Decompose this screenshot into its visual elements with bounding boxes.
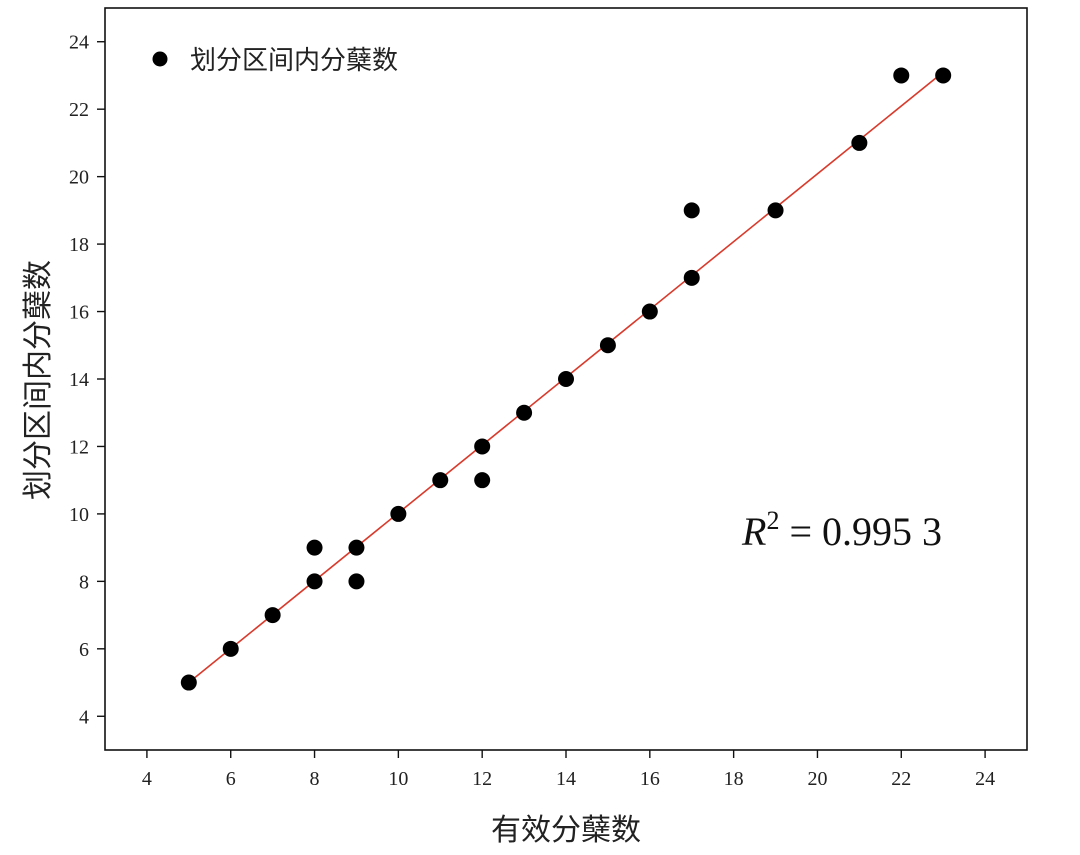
legend-marker — [152, 51, 168, 67]
legend-label: 划分区间内分蘖数 — [190, 46, 398, 76]
data-point — [180, 674, 197, 691]
data-point — [641, 303, 658, 320]
legend: 划分区间内分蘖数 — [152, 46, 398, 76]
x-tick-label: 16 — [640, 768, 660, 790]
x-tick-label: 12 — [472, 768, 492, 790]
data-point — [558, 371, 574, 387]
y-axis-ticks: 4 6 8 10 12 14 16 18 20 22 24 — [69, 32, 105, 728]
data-point — [264, 607, 281, 624]
data-point — [306, 573, 323, 590]
x-tick-label: 22 — [891, 768, 911, 790]
x-tick-label: 20 — [807, 768, 827, 790]
r-exponent: 2 — [766, 506, 779, 535]
data-point — [851, 134, 868, 151]
r-symbol: R — [741, 509, 766, 554]
data-point — [474, 472, 491, 489]
x-tick-label: 8 — [310, 768, 320, 790]
x-tick-label: 24 — [975, 768, 995, 790]
y-tick-label: 16 — [69, 302, 89, 324]
data-point — [474, 438, 491, 455]
data-point — [935, 67, 952, 84]
r-value: = 0.995 3 — [779, 509, 942, 554]
x-tick-label: 14 — [556, 768, 576, 790]
data-point — [390, 505, 407, 522]
data-point — [893, 67, 910, 84]
y-axis-title: 划分区间内分蘖数 — [21, 260, 56, 500]
y-tick-label: 20 — [69, 167, 89, 189]
r-squared-annotation: R2 = 0.995 3 — [741, 506, 942, 554]
y-tick-label: 12 — [69, 436, 89, 458]
x-tick-label: 6 — [226, 768, 236, 790]
y-tick-label: 4 — [79, 706, 89, 728]
y-tick-label: 14 — [69, 369, 89, 391]
x-axis-title: 有效分蘖数 — [491, 813, 641, 848]
y-tick-label: 18 — [69, 234, 89, 256]
data-point — [222, 640, 239, 657]
data-point — [348, 573, 365, 590]
y-tick-label: 10 — [69, 504, 89, 526]
data-point — [599, 337, 616, 354]
data-point — [348, 539, 365, 556]
x-tick-label: 10 — [388, 768, 408, 790]
x-axis-ticks: 4 6 8 10 12 14 16 18 20 22 24 — [142, 750, 995, 790]
data-point — [306, 539, 323, 556]
data-points — [180, 67, 952, 691]
x-tick-label: 18 — [724, 768, 744, 790]
data-point — [683, 269, 700, 286]
data-point — [516, 404, 533, 421]
y-tick-label: 6 — [79, 639, 89, 661]
y-tick-label: 24 — [69, 32, 89, 54]
y-tick-label: 22 — [69, 99, 89, 121]
data-point — [683, 202, 700, 219]
data-point — [767, 202, 784, 219]
x-tick-label: 4 — [142, 768, 152, 790]
data-point — [432, 472, 449, 489]
y-tick-label: 8 — [79, 571, 89, 593]
